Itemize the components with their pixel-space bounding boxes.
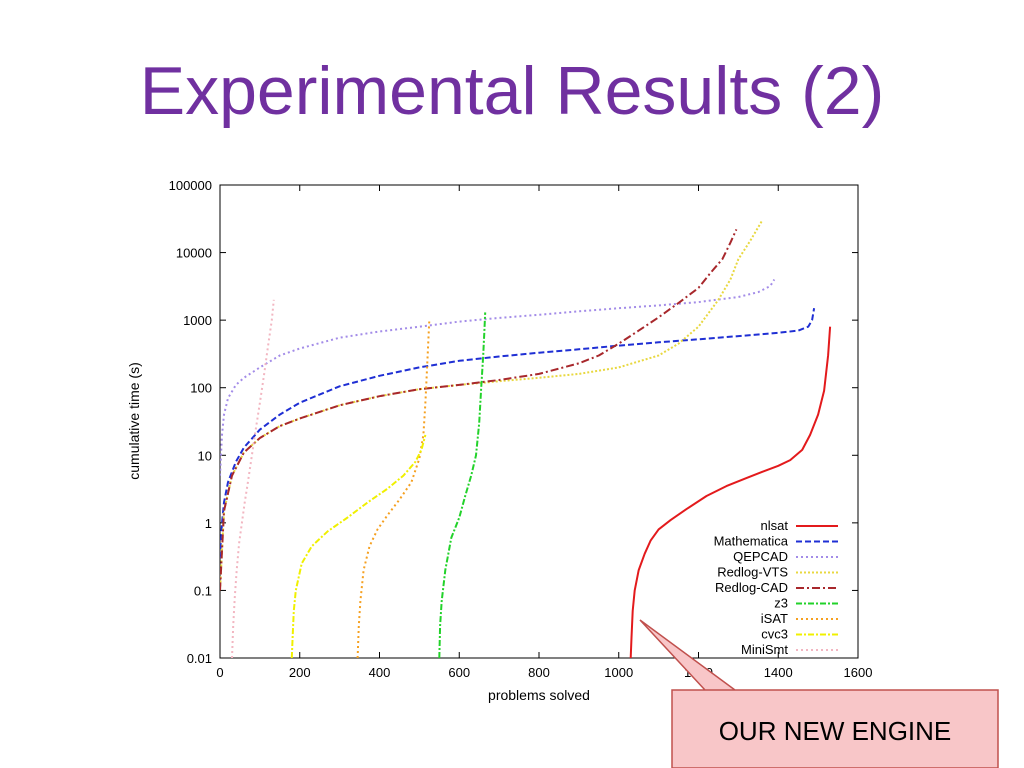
x-axis-label: problems solved: [488, 687, 590, 703]
y-tick-label: 1: [205, 516, 212, 531]
series-lines: [220, 219, 832, 658]
x-axis-ticks: 02004006008001000120014001600: [216, 185, 872, 680]
y-axis-ticks: 0.01 0.1 1 10 100 1000 10000 100000: [169, 178, 858, 666]
x-tick-label: 800: [528, 665, 550, 680]
x-tick-label: 0: [216, 665, 223, 680]
x-tick-label: 1000: [604, 665, 633, 680]
legend-label: z3: [774, 596, 788, 611]
legend-label: QEPCAD: [733, 549, 788, 564]
legend-label: cvc3: [761, 627, 788, 642]
legend-label: nlsat: [761, 518, 789, 533]
y-axis-label: cumulative time (s): [126, 362, 142, 479]
y-tick-label: 1000: [183, 313, 212, 328]
series-line-cvc3: [290, 434, 427, 658]
series-line-minismt: [231, 299, 275, 658]
series-line-nlsat: [629, 326, 832, 658]
callout: OUR NEW ENGINE: [639, 619, 999, 768]
legend-label: Mathematica: [714, 534, 789, 549]
series-line-redlog-vts: [220, 219, 764, 591]
series-line-redlog-cad: [220, 228, 738, 591]
legend-label: Redlog-VTS: [717, 565, 788, 580]
series-line-mathematica: [220, 308, 816, 559]
x-tick-label: 200: [289, 665, 311, 680]
legend: nlsatMathematicaQEPCADRedlog-VTSRedlog-C…: [714, 518, 838, 657]
y-tick-label: 10000: [176, 246, 212, 261]
x-tick-label: 1600: [844, 665, 873, 680]
y-tick-label: 0.1: [194, 583, 212, 598]
series-line-qepcad: [220, 278, 776, 476]
callout-shape: [639, 619, 999, 768]
x-tick-label: 1400: [764, 665, 793, 680]
y-tick-label: 10: [198, 448, 212, 463]
y-tick-label: 100000: [169, 178, 212, 193]
legend-label: iSAT: [761, 611, 788, 626]
legend-label: MiniSmt: [741, 642, 788, 657]
y-tick-label: 0.01: [187, 651, 212, 666]
y-tick-label: 100: [190, 381, 212, 396]
callout-text: OUR NEW ENGINE: [719, 716, 952, 746]
series-line-z3: [438, 312, 487, 658]
x-tick-label: 400: [369, 665, 391, 680]
x-tick-label: 600: [448, 665, 470, 680]
series-line-isat: [356, 320, 431, 658]
slide-title: Experimental Results (2): [139, 53, 885, 129]
legend-label: Redlog-CAD: [715, 580, 788, 595]
